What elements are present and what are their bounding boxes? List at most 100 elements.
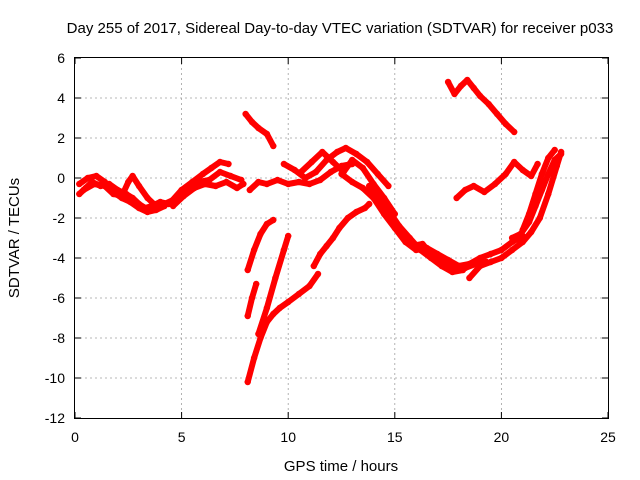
data-point-arc12: [336, 224, 343, 232]
data-point-arc18: [385, 206, 392, 214]
y-tick-label: 0: [57, 170, 65, 186]
data-point-arc6: [195, 178, 202, 186]
data-point-arc19: [508, 246, 516, 254]
data-point-arc11: [285, 232, 292, 240]
data-point-arc15: [319, 148, 326, 156]
data-point-arc23: [511, 158, 518, 166]
data-point-arc18: [449, 268, 456, 276]
data-point-arc13: [246, 186, 253, 194]
data-point-arc17: [366, 182, 373, 190]
data-point-arc13: [285, 180, 292, 188]
data-point-arc10: [285, 298, 292, 306]
data-point-arc19: [528, 228, 535, 236]
data-point-arc7: [270, 142, 277, 150]
x-tick-label: 5: [178, 429, 186, 445]
data-point-arc9: [253, 280, 260, 288]
data-point-arc6: [206, 176, 213, 184]
data-point-arc3: [118, 192, 126, 200]
data-point-arc2: [93, 172, 100, 180]
data-point-arc16: [349, 178, 356, 186]
x-tick-label: 20: [494, 429, 510, 445]
y-tick-label: -10: [45, 370, 65, 386]
data-point-arc22: [451, 90, 458, 98]
series-arc23: [453, 159, 541, 201]
data-point-arc16: [498, 246, 505, 254]
data-point-arc10: [295, 290, 303, 298]
data-point-arc7: [263, 130, 271, 138]
data-point-arc9: [248, 294, 256, 302]
data-point-arc3: [161, 200, 168, 208]
data-point-arc22: [511, 128, 518, 136]
data-point-arc2: [127, 198, 134, 206]
y-tick-label: 2: [57, 130, 65, 146]
data-point-arc12: [366, 200, 373, 208]
series-arc8: [244, 217, 277, 273]
data-point-arc22: [485, 100, 492, 108]
data-point-arc20: [551, 156, 558, 164]
y-tick-label: 6: [57, 50, 65, 66]
y-tick-label: -4: [53, 250, 66, 266]
data-point-arc14: [291, 166, 298, 174]
data-point-arc23: [534, 160, 541, 168]
data-point-arc16: [487, 250, 494, 258]
data-point-arc6: [227, 172, 234, 180]
data-point-arc9: [244, 312, 251, 320]
data-point-arc19: [476, 262, 484, 270]
data-point-arc14: [280, 160, 288, 168]
data-point-arc15: [349, 156, 356, 164]
x-axis-label: GPS time / hours: [284, 458, 398, 475]
y-tick-label: -8: [53, 330, 66, 346]
data-point-arc3: [101, 182, 109, 190]
data-point-arc12: [361, 204, 369, 212]
data-point-arc7: [248, 118, 256, 126]
data-point-arc4: [199, 170, 207, 178]
y-tick-label: -12: [45, 410, 65, 426]
data-point-arc23: [481, 188, 488, 196]
y-tick-label: -2: [53, 210, 66, 226]
series-arc22: [445, 77, 518, 135]
y-tick-label: 4: [57, 90, 65, 106]
data-point-arc10: [306, 282, 313, 290]
data-point-arc13: [306, 180, 313, 188]
data-point-arc23: [453, 194, 460, 202]
data-point-arc18: [406, 234, 413, 242]
data-point-arc18: [374, 194, 381, 202]
data-point-arc23: [470, 182, 477, 190]
data-point-arc16: [444, 256, 452, 264]
data-point-arc19: [545, 190, 552, 198]
data-point-arc23: [462, 186, 469, 194]
data-point-arc3: [80, 186, 87, 194]
data-point-arc14: [334, 148, 341, 156]
data-point-arc14: [363, 158, 371, 166]
data-point-arc6: [216, 168, 224, 176]
data-point-arc20: [545, 170, 552, 178]
grid-lines: [75, 58, 608, 418]
data-point-arc19: [487, 258, 494, 266]
data-point-arc12: [317, 250, 324, 258]
x-tick-label: 15: [387, 429, 403, 445]
data-point-arc12: [353, 208, 360, 216]
data-point-arc8: [270, 216, 277, 224]
data-point-arc13: [327, 168, 334, 176]
data-point-arc22: [457, 82, 465, 90]
data-point-arc8: [257, 230, 264, 238]
data-point-arc5: [169, 202, 177, 210]
data-point-arc19: [498, 254, 505, 262]
data-point-arc3: [129, 172, 136, 180]
data-point-arc11: [272, 274, 279, 282]
data-point-arc19: [519, 238, 526, 246]
data-point-arc18: [438, 262, 445, 270]
data-point-arc18: [459, 266, 467, 274]
data-point-arc11: [263, 304, 271, 312]
x-tick-label: 0: [71, 429, 79, 445]
data-point-arc10: [250, 354, 258, 362]
x-tick-label: 10: [280, 429, 296, 445]
data-point-arc23: [519, 166, 526, 174]
data-point-arc14: [342, 144, 349, 152]
data-point-arc21: [545, 154, 552, 162]
data-point-arc1: [76, 190, 83, 198]
data-point-arc14: [312, 168, 320, 176]
data-point-arc10: [276, 304, 283, 312]
data-point-arc13: [274, 176, 281, 184]
data-point-arc2: [76, 180, 83, 188]
